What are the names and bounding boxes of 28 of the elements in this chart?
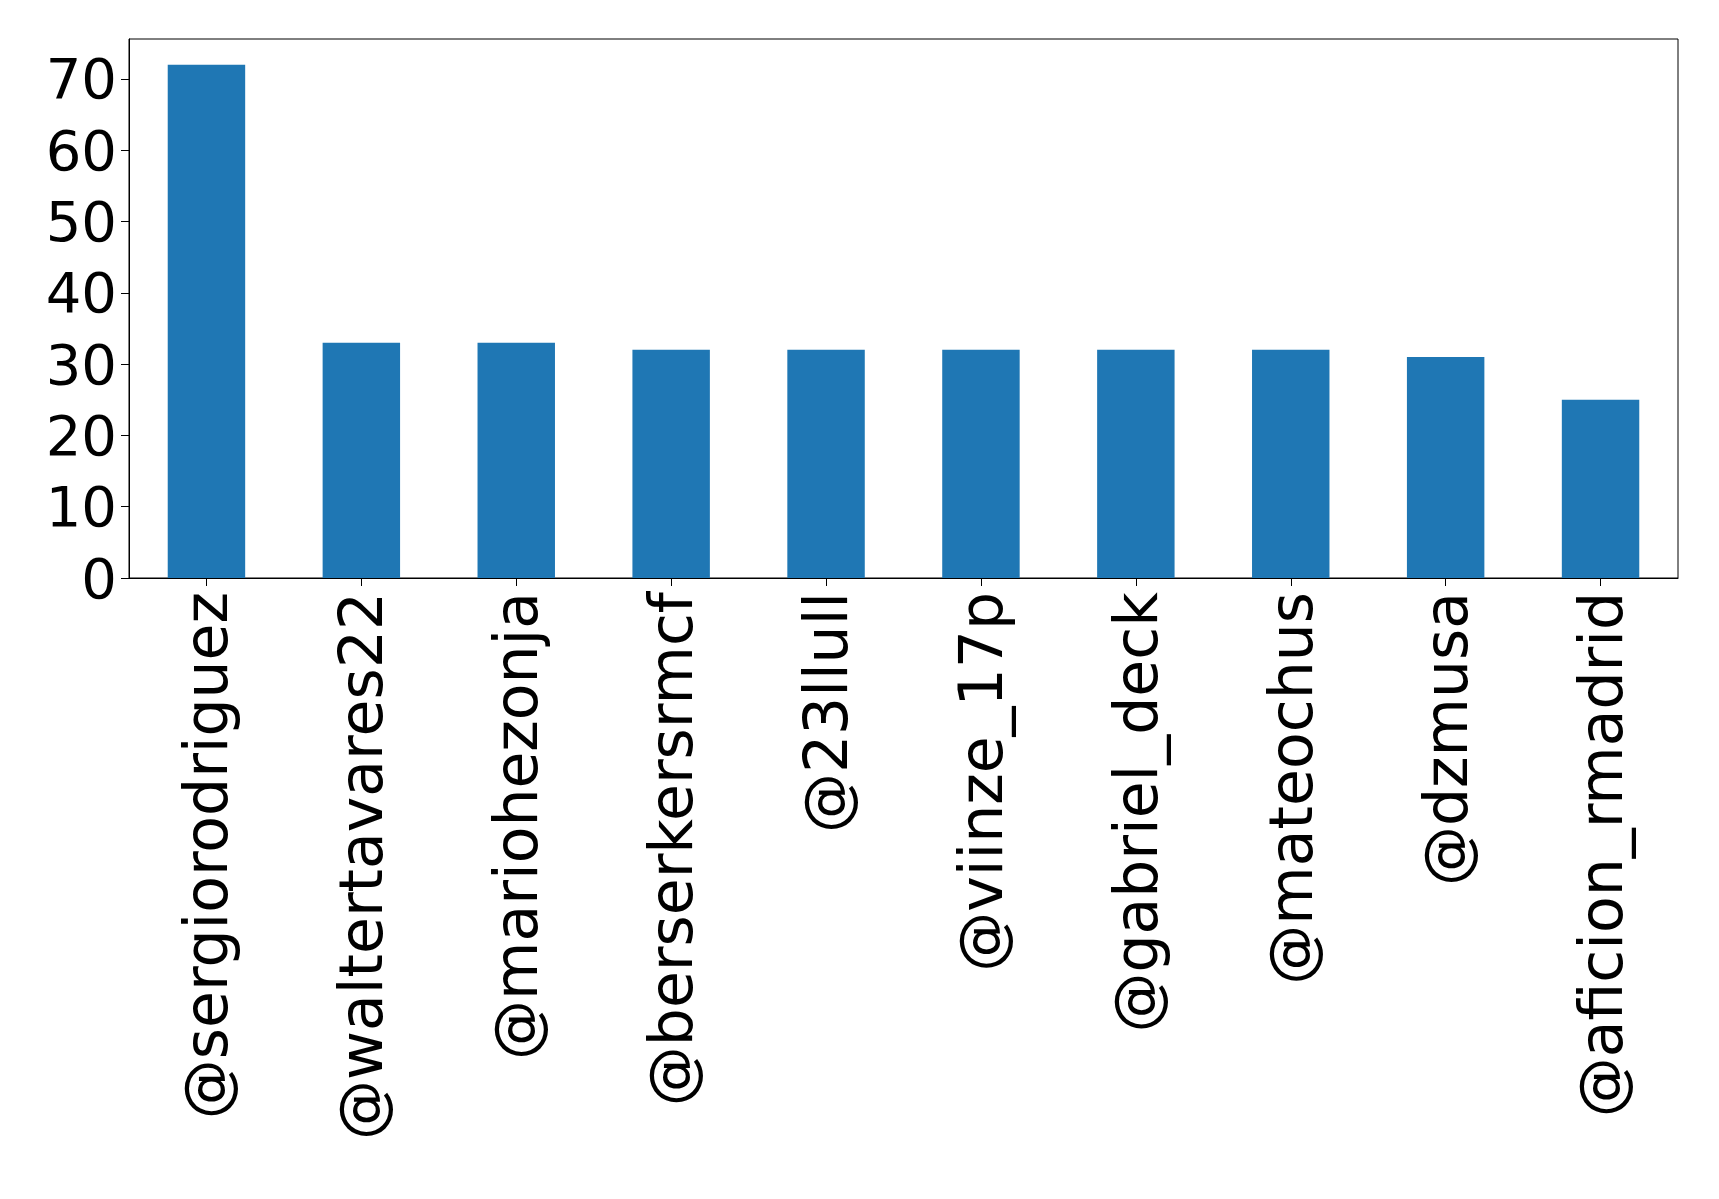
x-tick-label: @mateochus (1255, 592, 1326, 985)
bar (477, 342, 555, 578)
y-tick-label: 70 (45, 46, 117, 112)
bar (167, 64, 246, 578)
bar (787, 349, 865, 578)
x-tick-label: @sergiorodriguez (171, 592, 242, 1120)
x-tick-label: @mariohezonja (481, 592, 552, 1060)
bar (942, 349, 1020, 578)
bar (632, 349, 710, 578)
x-tick-label: @gabriel_deck (1100, 591, 1171, 1033)
x-tick-label: @dzmusa (1410, 592, 1481, 887)
bar (1406, 356, 1485, 578)
bar (1097, 349, 1175, 578)
y-tick-label: 40 (45, 260, 117, 326)
y-tick-label: 50 (45, 189, 117, 255)
bar (322, 342, 401, 578)
x-tick-label: @viinze_17p (945, 592, 1016, 972)
y-tick-label: 30 (45, 331, 117, 397)
bar (1252, 349, 1330, 578)
x-tick-label: @aficion_rmadrid (1565, 592, 1636, 1118)
y-tick-label: 60 (45, 117, 117, 183)
x-tick-label: @waltertavares22 (326, 592, 397, 1141)
x-tick-label: @23llull (791, 592, 862, 834)
y-tick-label: 20 (45, 402, 117, 468)
y-tick-label: 10 (45, 474, 117, 540)
y-tick-label: 0 (81, 545, 117, 611)
x-tick-label: @berserkersrmcf (636, 590, 707, 1107)
bar (1561, 399, 1640, 578)
